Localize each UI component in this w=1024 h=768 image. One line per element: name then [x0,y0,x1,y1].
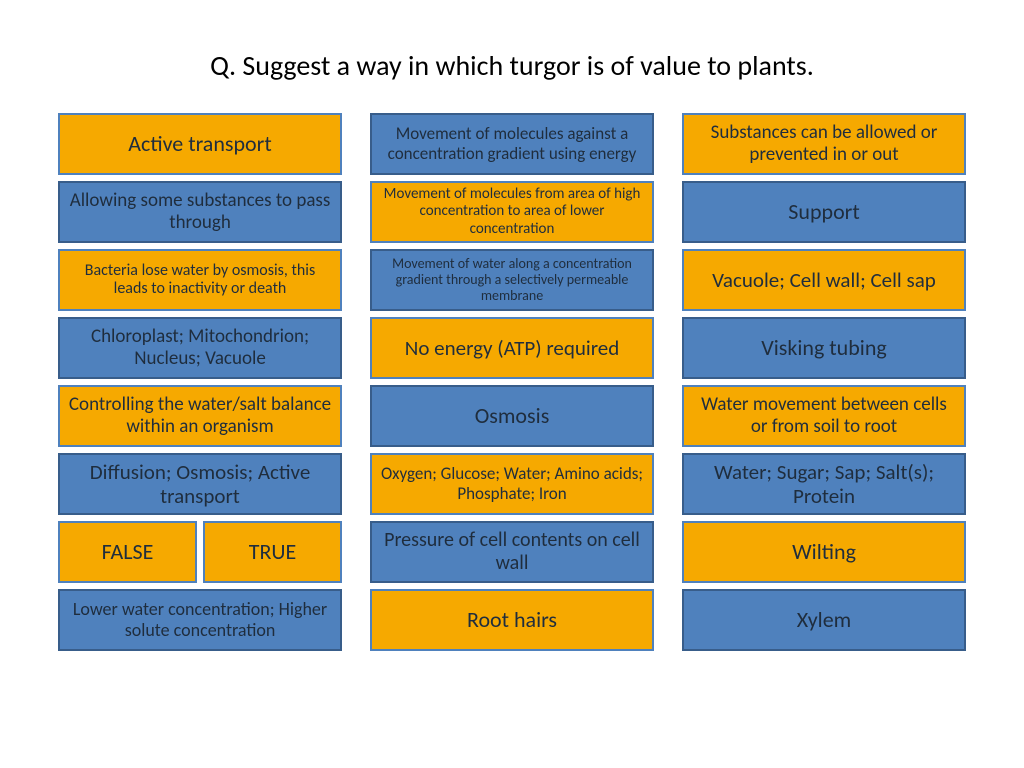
card-pair: FALSETRUE [58,521,342,583]
column-2: Substances can be allowed or prevented i… [682,113,966,651]
answer-card[interactable]: Water movement between cells or from soi… [682,385,966,447]
column-0: Active transportAllowing some substances… [58,113,342,651]
answer-card[interactable]: TRUE [203,521,342,583]
answer-card[interactable]: Vacuole; Cell wall; Cell sap [682,249,966,311]
question-title: Q. Suggest a way in which turgor is of v… [0,0,1024,113]
answer-card[interactable]: Pressure of cell contents on cell wall [370,521,654,583]
answer-card[interactable]: No energy (ATP) required [370,317,654,379]
answer-card[interactable]: Movement of molecules against a concentr… [370,113,654,175]
answer-card[interactable]: Water; Sugar; Sap; Salt(s); Protein [682,453,966,515]
column-1: Movement of molecules against a concentr… [370,113,654,651]
card-grid: Active transportAllowing some substances… [0,113,1024,651]
answer-card[interactable]: Substances can be allowed or prevented i… [682,113,966,175]
answer-card[interactable]: Root hairs [370,589,654,651]
answer-card[interactable]: Xylem [682,589,966,651]
answer-card[interactable]: Controlling the water/salt balance withi… [58,385,342,447]
answer-card[interactable]: FALSE [58,521,197,583]
answer-card[interactable]: Movement of molecules from area of high … [370,181,654,243]
answer-card[interactable]: Allowing some substances to pass through [58,181,342,243]
answer-card[interactable]: Movement of water along a concentration … [370,249,654,311]
answer-card[interactable]: Osmosis [370,385,654,447]
answer-card[interactable]: Chloroplast; Mitochondrion; Nucleus; Vac… [58,317,342,379]
answer-card[interactable]: Oxygen; Glucose; Water; Amino acids; Pho… [370,453,654,515]
answer-card[interactable]: Visking tubing [682,317,966,379]
answer-card[interactable]: Lower water concentration; Higher solute… [58,589,342,651]
answer-card[interactable]: Wilting [682,521,966,583]
answer-card[interactable]: Active transport [58,113,342,175]
answer-card[interactable]: Diffusion; Osmosis; Active transport [58,453,342,515]
answer-card[interactable]: Support [682,181,966,243]
answer-card[interactable]: Bacteria lose water by osmosis, this lea… [58,249,342,311]
